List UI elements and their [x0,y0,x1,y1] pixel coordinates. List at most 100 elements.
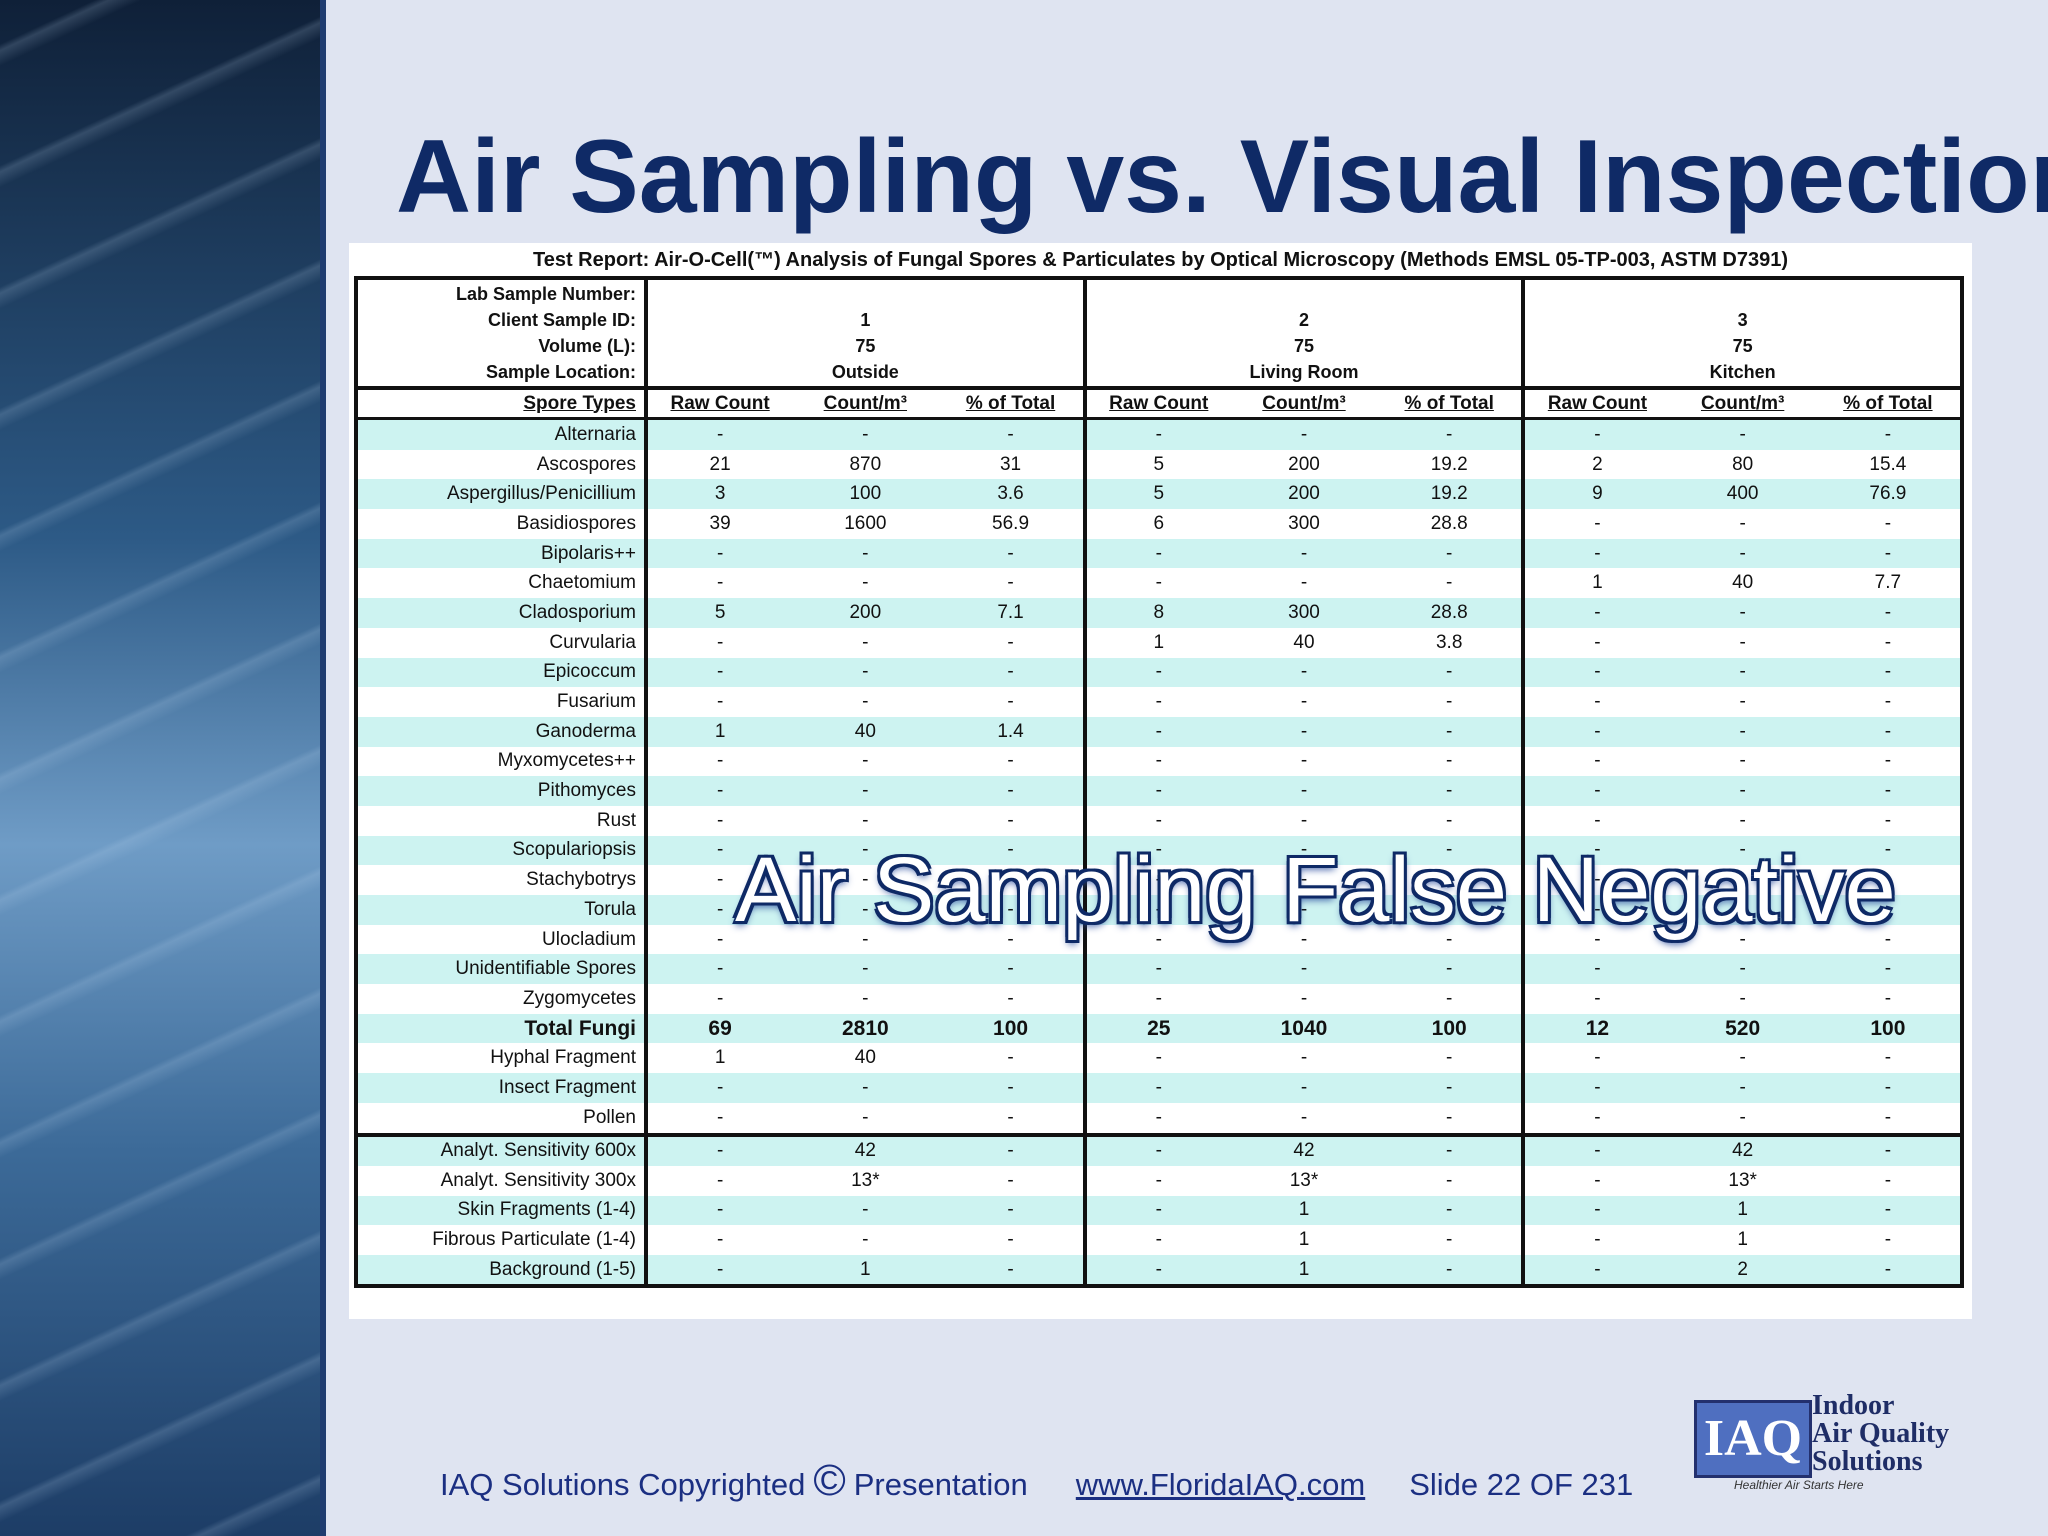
cell-value: - [1521,1254,1670,1287]
cell-value: - [1300,423,1308,445]
row-label: Fusarium [356,687,648,717]
cell-value: 40 [1293,631,1315,653]
cell-value: - [643,1073,793,1103]
cell-value: 21 [643,449,793,480]
sample-location: Outside [831,362,899,382]
cell-value: - [1884,691,1892,713]
cell-value: - [862,928,869,950]
cell-value: 1 [1082,627,1231,658]
cell-value: - [643,895,793,925]
row-label: Skin Fragments (1-4) [356,1195,648,1226]
cell-value: - [643,1102,793,1135]
cell-value: - [1884,720,1892,742]
cell-value: - [1007,1229,1014,1251]
cell-value: - [1082,1166,1231,1196]
cell-value: 5 [643,598,793,628]
cell-value: - [1521,687,1670,717]
cell-value: - [1007,780,1014,802]
cell-value: - [1082,1073,1231,1103]
cell-value: - [862,542,869,564]
table-row: Skin Fragments (1-4) - - - -1- -1- [356,1195,1962,1226]
cell-value: - [1300,720,1308,742]
cell-value: - [1521,1102,1670,1135]
cell-value: 40 [854,1047,876,1069]
cell-value: - [1521,746,1670,777]
cell-value: - [1521,1166,1670,1196]
cell-value: - [1739,958,1746,980]
cell-value: 200 [849,601,882,623]
cell-value: 3.8 [1435,631,1463,653]
cell-value: - [643,746,793,777]
cell-value: - [1082,865,1231,895]
cell-value: - [1007,1169,1014,1191]
cell-value: - [1300,898,1308,920]
column-header-row: Spore Types Raw Count Count/m³% of Total Ra… [356,388,1962,420]
table-row: Myxomycetes++ - - - - - - - - - [356,746,1962,777]
cell-value: - [862,869,869,891]
cell-value: 1.4 [997,720,1024,742]
cell-value: - [1300,750,1308,772]
cell-value: - [1739,423,1746,445]
volume: 75 [1732,336,1753,356]
cell-value: - [1739,542,1746,564]
table-row: Total Fungi 69 2810 100 25 1040 100 12 520 100 [356,1013,1962,1044]
cell-value: - [1007,809,1014,831]
sample-location: Living Room [1249,362,1359,382]
cell-value: - [1377,1132,1524,1167]
cell-value: 25 [1082,1013,1231,1044]
row-label: Alternaria [356,418,648,450]
cell-value: - [1884,1106,1892,1128]
cell-value: - [1884,839,1892,861]
header-labels: Lab Sample Number: Client Sample ID: Volum… [356,278,648,390]
cell-value: 1 [643,1043,793,1074]
cell-value: 12 [1521,1013,1670,1044]
cell-value: - [862,1076,869,1098]
cell-value: - [938,1132,1085,1167]
header-label: Lab Sample Number: [455,284,636,304]
overlay-text: Air Sampling False Negative [735,839,1896,941]
cell-value: - [862,1229,869,1251]
table-row: Epicoccum - - - - - - - - - [356,657,1962,688]
lab-sample-number [1533,281,1952,307]
cell-value: - [1521,1132,1670,1167]
cell-value: - [1521,924,1670,955]
cell-value: - [1082,1132,1231,1167]
cell-value: - [862,809,869,831]
cell-value: - [1082,1254,1231,1287]
cell-value: - [1082,1102,1231,1135]
cell-value: 1 [643,716,793,747]
cell-value: - [1446,1076,1453,1098]
header-label: Volume (L): [538,336,636,356]
row-label: Aspergillus/Penicillium [356,479,648,510]
table-row: Ulocladium - - - - - - - - - [356,924,1962,955]
cell-value: - [1007,869,1014,891]
cell-value: 40 [1732,572,1754,594]
website-link[interactable]: www.FloridaIAQ.com [1075,1467,1366,1502]
cell-value: - [643,1166,793,1196]
cell-value: - [1446,898,1453,920]
cell-value: 200 [1288,453,1320,475]
cell-value: - [1007,1258,1014,1280]
cell-value: 100 [1431,1016,1467,1040]
cell-value: - [1446,1258,1453,1280]
table-row: Analyt. Sensitivity 300x -13* - -13* - -13* - [356,1166,1962,1196]
cell-value: - [1884,601,1892,623]
cell-value: - [1884,1047,1892,1069]
volume: 75 [1293,336,1314,356]
cell-value: - [1300,958,1308,980]
row-label: Pithomyces [356,776,648,806]
cell-value: - [1884,750,1892,772]
row-label: Chaetomium [356,568,648,599]
cell-value: - [1884,928,1892,950]
table-row: Unidentifiable Spores - - - - - - - - - [356,954,1962,985]
cell-value: - [1082,716,1231,747]
cell-value: - [643,805,793,836]
cell-value: 56.9 [992,512,1030,534]
cell-value: - [1521,835,1670,866]
cell-value: 40 [854,720,876,742]
cell-value: - [1007,1076,1014,1098]
cell-value: 19.2 [1430,453,1468,475]
cell-value: - [1007,1047,1014,1069]
cell-value: 42 [1669,1132,1816,1167]
cell-value: 13* [1289,1169,1319,1191]
